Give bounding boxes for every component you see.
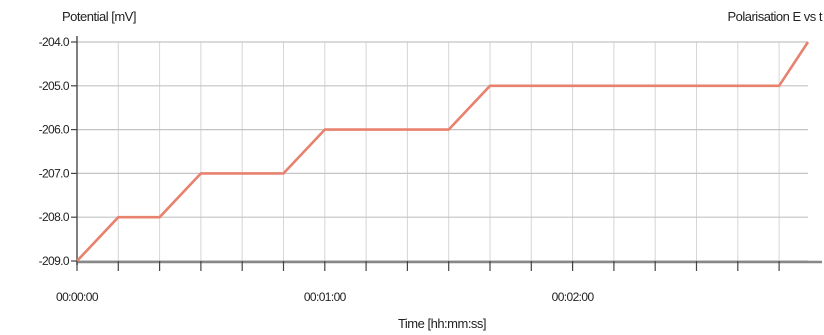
y-axis-label: Potential [mV]: [62, 9, 136, 24]
chart-series: [76, 41, 810, 262]
y-tick-label: -204.0: [39, 35, 70, 49]
y-tick-label: -207.0: [39, 166, 70, 180]
y-axis-ticks: -204.0 -205.0 -206.0 -207.0 -208.0 -209.0: [39, 35, 77, 268]
x-axis-ticks: 00:00:00 00:01:00 00:02:00: [56, 261, 780, 304]
y-tick-label: -205.0: [39, 79, 70, 93]
y-tick-label: -206.0: [39, 123, 70, 137]
chart-grid: [77, 41, 808, 262]
x-tick-label: 00:00:00: [56, 290, 99, 304]
series-line: [76, 41, 810, 262]
plot-frame: [76, 36, 822, 265]
chart-title: Polarisation E vs t: [727, 9, 822, 24]
x-tick-label: 00:02:00: [552, 290, 595, 304]
y-tick-label: -209.0: [39, 254, 70, 268]
x-tick-label: 00:01:00: [304, 290, 347, 304]
x-axis-label: Time [hh:mm:ss]: [398, 316, 486, 331]
y-tick-label: -208.0: [39, 210, 70, 224]
